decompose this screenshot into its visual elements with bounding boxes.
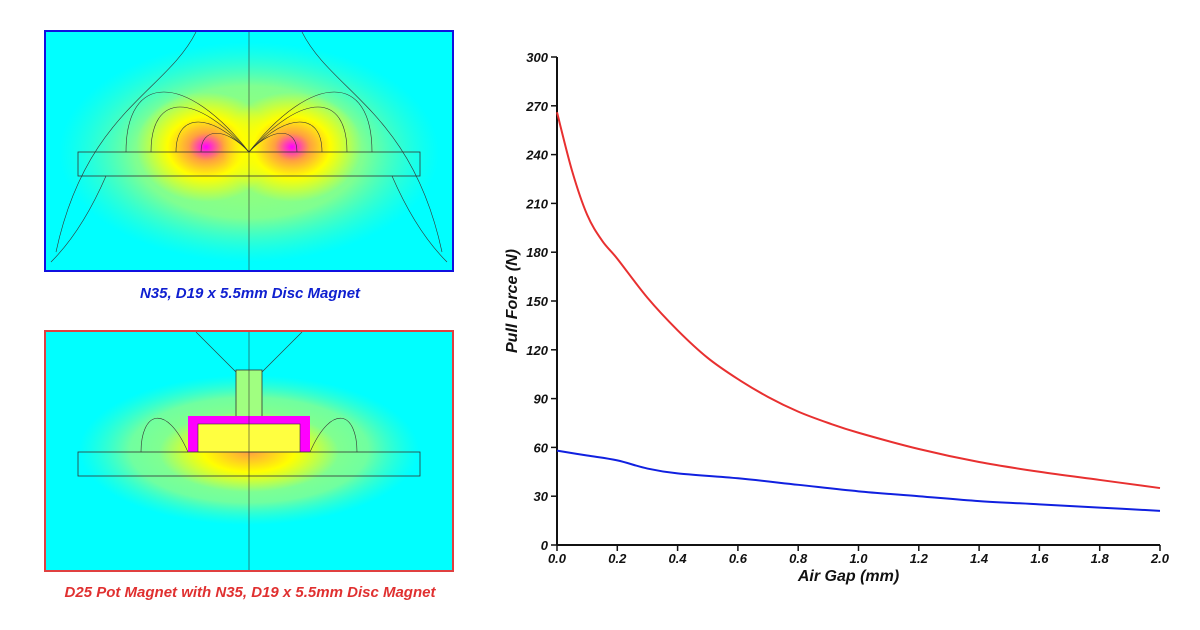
bottom-panel-caption: D25 Pot Magnet with N35, D19 x 5.5mm Dis… <box>64 584 436 601</box>
y-axis-title: Pull Force (N) <box>504 249 521 353</box>
y-tick-label: 150 <box>526 294 548 309</box>
top-panel-caption: N35, D19 x 5.5mm Disc Magnet <box>139 285 361 302</box>
y-tick-label: 30 <box>534 489 549 504</box>
y-tick-label: 90 <box>534 392 549 407</box>
x-axis-title: Air Gap (mm) <box>797 568 899 585</box>
x-tick-label: 0.2 <box>608 551 627 566</box>
x-tick-label: 1.4 <box>970 551 989 566</box>
y-tick-label: 0 <box>541 538 549 553</box>
y-tick-label: 120 <box>526 343 548 358</box>
x-tick-label: 1.6 <box>1030 551 1049 566</box>
y-tick-label: 60 <box>534 440 549 455</box>
series-line-0 <box>556 112 1161 490</box>
y-tick-label: 270 <box>525 99 548 114</box>
chart-axes: 0 30 60 90 120 150 180 210 240 270 300 0.0 0.2 0.4 0.6… <box>525 50 1170 566</box>
y-tick-label: 300 <box>526 50 548 65</box>
disc-magnet-field-plot <box>44 30 454 272</box>
x-tick-label: 0.4 <box>669 551 688 566</box>
x-tick-label: 1.2 <box>910 551 929 566</box>
disc-magnet-field-image <box>50 32 448 270</box>
x-tick-label: 2.0 <box>1150 551 1170 566</box>
x-tick-label: 0.6 <box>729 551 748 566</box>
series-line-1 <box>556 449 1161 512</box>
y-tick-label: 240 <box>525 148 548 163</box>
x-tick-label: 0.0 <box>548 551 567 566</box>
pull-force-chart: 0 30 60 90 120 150 180 210 240 270 300 0.0 0.2 0.4 0.6… <box>504 50 1170 585</box>
x-tick-label: 1.0 <box>849 551 868 566</box>
y-tick-label: 210 <box>525 196 548 211</box>
x-tick-label: 0.8 <box>789 551 808 566</box>
x-tick-label: 1.8 <box>1091 551 1110 566</box>
y-tick-label: 180 <box>526 245 548 260</box>
pot-magnet-field-plot <box>44 330 454 572</box>
pot-magnet-field-image <box>77 332 421 570</box>
chart-series <box>556 112 1161 512</box>
